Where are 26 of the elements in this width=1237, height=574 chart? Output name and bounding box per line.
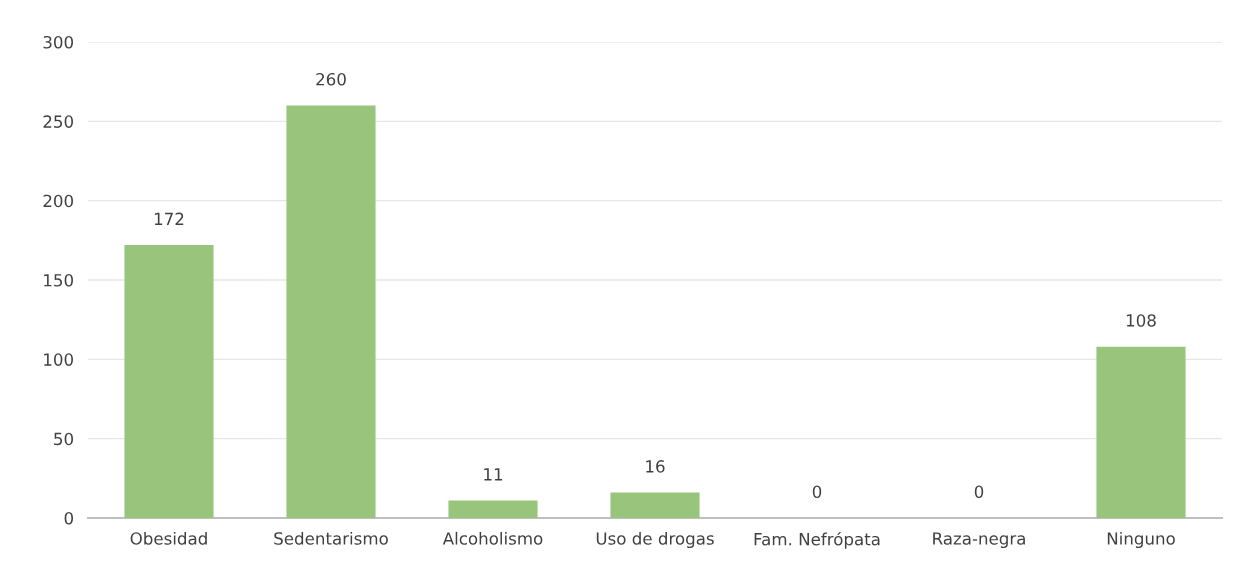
x-tick-label: Fam. Nefrópata	[754, 531, 880, 549]
x-tick-label: Alcoholismo	[442, 531, 543, 545]
bar	[124, 245, 214, 518]
data-label: 260	[316, 72, 346, 86]
bar	[286, 105, 376, 518]
y-tick-label: 0	[64, 511, 73, 525]
y-tick-label: 250	[43, 115, 73, 128]
y-tick-label: 200	[43, 194, 73, 208]
y-tick-label: 50	[54, 432, 73, 446]
bar	[448, 500, 538, 518]
data-label: 108	[1126, 314, 1156, 327]
bar	[1096, 346, 1186, 518]
bar	[610, 492, 700, 518]
y-tick-label: 100	[44, 353, 73, 366]
x-tick-label: Sedentarismo	[274, 531, 388, 545]
data-label: 0	[812, 485, 822, 499]
data-label: 172	[154, 212, 184, 225]
x-tick-label: Obesidad	[130, 531, 207, 545]
y-tick-label: 150	[44, 273, 73, 287]
data-label: 16	[646, 460, 665, 473]
x-tick-label: Uso de drogas	[596, 531, 714, 549]
data-label: 11	[484, 468, 503, 481]
x-tick-label: Raza-negra	[933, 532, 1025, 549]
x-tick-label: Ninguno	[1107, 531, 1175, 549]
y-tick-label: 300	[43, 35, 73, 49]
data-label: 0	[974, 485, 984, 499]
